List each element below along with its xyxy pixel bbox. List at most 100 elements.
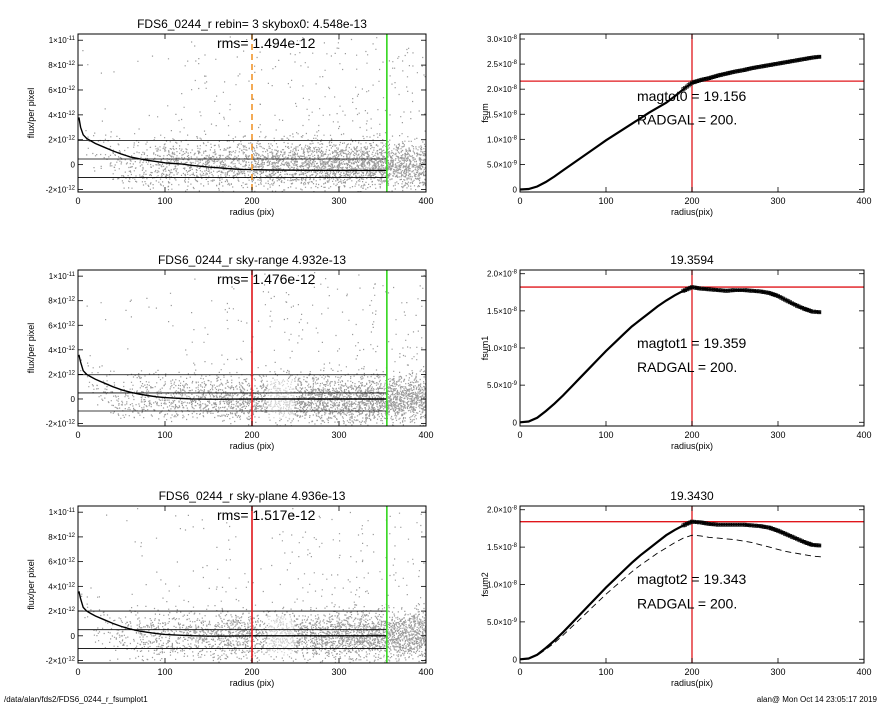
y-axis-label: flux/per pixel bbox=[26, 88, 36, 139]
y-tick-label: 5.0×10-9 bbox=[487, 618, 518, 627]
y-tick-label: 4×10-12 bbox=[48, 111, 75, 120]
magnitude-annotation-2: RADGAL = 200. bbox=[637, 359, 737, 375]
growth-curve-line bbox=[520, 285, 822, 424]
radial-profile-line bbox=[78, 117, 387, 172]
y-tick-label: 0 bbox=[513, 655, 518, 664]
y-tick-label: 1.5×10-8 bbox=[487, 543, 518, 552]
y-tick-label: 6×10-12 bbox=[48, 558, 75, 567]
y-tick-label: 2.5×10-8 bbox=[487, 60, 518, 69]
y-tick-label: 1.5×10-8 bbox=[487, 110, 518, 119]
magnitude-annotation-1: magtot2 = 19.343 bbox=[637, 571, 747, 587]
x-tick-label: 200 bbox=[684, 430, 699, 440]
y-tick-label: 3.0×10-8 bbox=[487, 35, 518, 44]
x-tick-label: 0 bbox=[75, 667, 80, 677]
chart-panel-2: magtot0 = 19.156 RADGAL = 200. 0 100 200 300 4… bbox=[480, 33, 872, 217]
chart-title: 19.3594 bbox=[670, 253, 714, 267]
growth-curve-markers bbox=[681, 285, 822, 315]
x-tick-label: 0 bbox=[517, 196, 522, 206]
y-tick-label: 0 bbox=[513, 418, 518, 427]
y-tick-label: 0 bbox=[71, 161, 76, 170]
y-tick-label: 6×10-12 bbox=[48, 86, 75, 95]
x-tick-label: 300 bbox=[770, 430, 785, 440]
plot-area bbox=[78, 506, 426, 663]
y-tick-label: -2×10-12 bbox=[46, 657, 76, 666]
y-tick-label: 2.0×10-8 bbox=[487, 85, 518, 94]
y-tick-label: 2.0×10-8 bbox=[487, 270, 518, 279]
x-tick-label: 0 bbox=[517, 430, 522, 440]
radial-profile-line bbox=[78, 354, 387, 400]
y-axis-label: flux/per pixel bbox=[26, 559, 36, 610]
y-tick-label: -2×10-12 bbox=[46, 420, 76, 429]
rms-annotation: rms= 1.517e-12 bbox=[217, 507, 316, 523]
chart-panel-1: rms= 1.494e-12 0 100 200 300 400 1×10-11 8×10-1… bbox=[26, 17, 434, 217]
y-tick-label: 0 bbox=[71, 632, 76, 641]
x-tick-label: 100 bbox=[157, 430, 172, 440]
y-tick-label: 4×10-12 bbox=[48, 582, 75, 591]
x-tick-label: 400 bbox=[418, 667, 433, 677]
chart-title: FDS6_0244_r sky-plane 4.936e-13 bbox=[159, 489, 346, 503]
y-tick-label: 2×10-12 bbox=[48, 607, 75, 616]
y-tick-label: 8×10-12 bbox=[48, 297, 75, 306]
pixel-cloud bbox=[81, 508, 426, 663]
chart-panel-5: rms= 1.517e-12 0 100 200 300 400 1×10-11 8×10-1… bbox=[26, 489, 434, 688]
y-tick-label: 8×10-12 bbox=[48, 61, 75, 70]
y-tick-label: 5.0×10-9 bbox=[487, 160, 518, 169]
x-tick-label: 100 bbox=[157, 196, 172, 206]
magnitude-annotation-1: magtot1 = 19.359 bbox=[637, 335, 747, 351]
y-tick-label: 2.0×10-8 bbox=[487, 506, 518, 515]
y-tick-label: 1×10-11 bbox=[49, 508, 76, 517]
x-tick-label: 100 bbox=[157, 667, 172, 677]
pixel-cloud bbox=[82, 36, 426, 192]
x-axis-label: radius(pix) bbox=[671, 207, 713, 217]
y-tick-label: 1×10-11 bbox=[49, 272, 76, 281]
y-tick-label: 2×10-12 bbox=[48, 136, 75, 145]
x-axis-label: radius (pix) bbox=[230, 441, 275, 451]
plot-area bbox=[78, 270, 426, 426]
x-tick-label: 200 bbox=[244, 430, 259, 440]
y-tick-label: 4×10-12 bbox=[48, 346, 75, 355]
x-tick-label: 400 bbox=[418, 430, 433, 440]
x-tick-label: 100 bbox=[598, 196, 613, 206]
y-axis-label: fsum2 bbox=[480, 572, 490, 597]
magnitude-annotation-2: RADGAL = 200. bbox=[637, 112, 737, 128]
x-tick-label: 300 bbox=[331, 196, 346, 206]
growth-curve-markers bbox=[681, 519, 822, 548]
footer-file-path: /data/alan/fds2/FDS6_0244_r_fsumplot1 bbox=[4, 695, 148, 704]
chart-title: FDS6_0244_r sky-range 4.932e-13 bbox=[158, 253, 346, 267]
y-tick-label: 0 bbox=[71, 395, 76, 404]
x-axis-label: radius (pix) bbox=[230, 678, 275, 688]
chart-panel-3: rms= 1.476e-12 0 100 200 300 400 1×10-11 8×10-1… bbox=[26, 253, 434, 451]
x-tick-label: 200 bbox=[244, 667, 259, 677]
x-tick-label: 200 bbox=[244, 196, 259, 206]
y-tick-label: 1×10-11 bbox=[49, 36, 76, 45]
x-tick-label: 200 bbox=[684, 667, 699, 677]
growth-curve-markers bbox=[681, 54, 822, 92]
y-tick-label: 0 bbox=[513, 185, 518, 194]
x-tick-label: 400 bbox=[856, 430, 871, 440]
chart-title: 19.3430 bbox=[670, 489, 714, 503]
y-tick-label: 8×10-12 bbox=[48, 533, 75, 542]
x-tick-label: 300 bbox=[770, 196, 785, 206]
y-tick-label: 1.0×10-8 bbox=[487, 581, 518, 590]
x-tick-label: 200 bbox=[684, 196, 699, 206]
y-axis-label: fsum1 bbox=[480, 336, 490, 361]
plot-area bbox=[78, 34, 426, 192]
y-tick-label: 2×10-12 bbox=[48, 370, 75, 379]
plot-area bbox=[520, 34, 864, 192]
plot-area bbox=[520, 506, 864, 663]
x-tick-label: 400 bbox=[418, 196, 433, 206]
plot-area bbox=[520, 270, 864, 426]
chart-panel-6: magtot2 = 19.343 RADGAL = 200. 0 100 200 300 4… bbox=[480, 489, 872, 688]
x-tick-label: 300 bbox=[331, 667, 346, 677]
pixel-cloud-shaded bbox=[266, 615, 295, 656]
x-tick-label: 300 bbox=[331, 430, 346, 440]
footer-user-timestamp: alan@ Mon Oct 14 23:05:17 2019 bbox=[756, 695, 877, 704]
x-tick-label: 0 bbox=[517, 667, 522, 677]
x-tick-label: 400 bbox=[856, 667, 871, 677]
x-axis-label: radius (pix) bbox=[230, 207, 275, 217]
pixel-cloud bbox=[80, 272, 426, 426]
y-tick-label: 6×10-12 bbox=[48, 321, 75, 330]
y-tick-label: 5.0×10-9 bbox=[487, 381, 518, 390]
x-tick-label: 300 bbox=[770, 667, 785, 677]
